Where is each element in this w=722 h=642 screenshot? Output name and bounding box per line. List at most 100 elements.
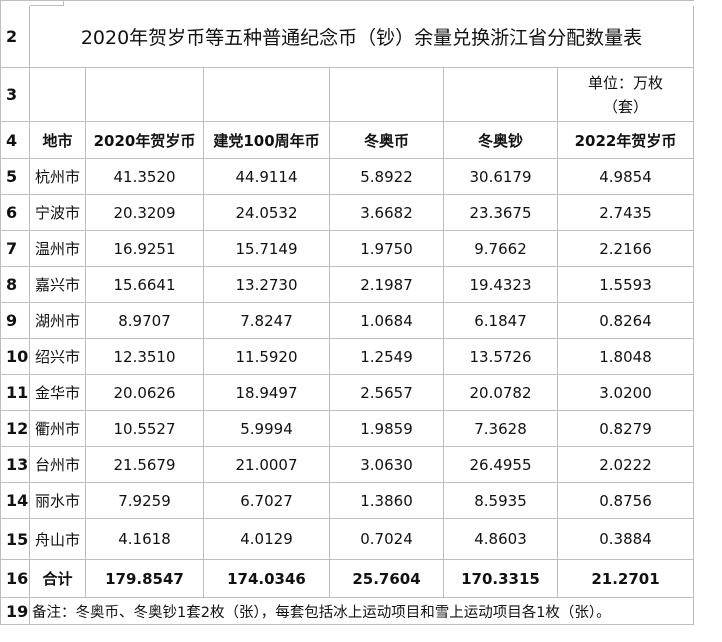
total-label[interactable]: 合计 <box>30 560 86 598</box>
city-cell[interactable]: 台州市 <box>30 447 86 483</box>
value-cell[interactable]: 10.5527 <box>86 411 204 447</box>
value-cell[interactable]: 21.0007 <box>204 447 330 483</box>
row-number[interactable]: 6 <box>0 195 30 231</box>
value-cell[interactable]: 21.5679 <box>86 447 204 483</box>
value-cell[interactable]: 8.9707 <box>86 303 204 339</box>
total-value[interactable]: 21.2701 <box>558 560 694 598</box>
row-number[interactable]: 8 <box>0 267 30 303</box>
value-cell[interactable]: 44.9114 <box>204 159 330 195</box>
value-cell[interactable]: 0.7024 <box>330 519 444 560</box>
total-value[interactable]: 170.3315 <box>444 560 558 598</box>
value-cell[interactable]: 19.4323 <box>444 267 558 303</box>
value-cell[interactable]: 2.0222 <box>558 447 694 483</box>
city-cell[interactable]: 温州市 <box>30 231 86 267</box>
value-cell[interactable]: 1.9859 <box>330 411 444 447</box>
value-cell[interactable]: 2.7435 <box>558 195 694 231</box>
value-cell[interactable]: 0.3884 <box>558 519 694 560</box>
value-cell[interactable]: 20.0626 <box>86 375 204 411</box>
value-cell[interactable]: 11.5920 <box>204 339 330 375</box>
total-value[interactable]: 174.0346 <box>204 560 330 598</box>
header-olympic-coin[interactable]: 冬奥币 <box>330 122 444 159</box>
value-cell[interactable]: 20.3209 <box>86 195 204 231</box>
row-number[interactable]: 2 <box>0 6 30 68</box>
value-cell[interactable]: 1.9750 <box>330 231 444 267</box>
value-cell[interactable]: 41.3520 <box>86 159 204 195</box>
value-cell[interactable]: 12.3510 <box>86 339 204 375</box>
value-cell[interactable]: 18.9497 <box>204 375 330 411</box>
value-cell[interactable]: 5.8922 <box>330 159 444 195</box>
value-cell[interactable]: 0.8264 <box>558 303 694 339</box>
row-number[interactable]: 4 <box>0 122 30 159</box>
value-cell[interactable]: 7.3628 <box>444 411 558 447</box>
city-cell[interactable]: 湖州市 <box>30 303 86 339</box>
city-cell[interactable]: 宁波市 <box>30 195 86 231</box>
total-value[interactable]: 25.7604 <box>330 560 444 598</box>
empty-cell[interactable] <box>86 68 204 122</box>
value-cell[interactable]: 7.8247 <box>204 303 330 339</box>
row-number[interactable]: 11 <box>0 375 30 411</box>
value-cell[interactable]: 1.3860 <box>330 483 444 519</box>
value-cell[interactable]: 1.5593 <box>558 267 694 303</box>
row-number[interactable]: 5 <box>0 159 30 195</box>
value-cell[interactable]: 23.3675 <box>444 195 558 231</box>
header-party-100-coin[interactable]: 建党100周年币 <box>204 122 330 159</box>
row-number[interactable]: 12 <box>0 411 30 447</box>
value-cell[interactable]: 0.8279 <box>558 411 694 447</box>
empty-cell[interactable] <box>204 68 330 122</box>
header-2022-new-year-coin[interactable]: 2022年贺岁币 <box>558 122 694 159</box>
value-cell[interactable]: 2.5657 <box>330 375 444 411</box>
value-cell[interactable]: 6.1847 <box>444 303 558 339</box>
row-number[interactable]: 19 <box>0 598 30 625</box>
city-cell[interactable]: 衢州市 <box>30 411 86 447</box>
table-title[interactable]: 2020年贺岁币等五种普通纪念币（钞）余量兑换浙江省分配数量表 <box>30 6 694 68</box>
city-cell[interactable]: 杭州市 <box>30 159 86 195</box>
row-number[interactable]: 7 <box>0 231 30 267</box>
value-cell[interactable]: 7.9259 <box>86 483 204 519</box>
value-cell[interactable]: 3.0200 <box>558 375 694 411</box>
city-cell[interactable]: 丽水市 <box>30 483 86 519</box>
value-cell[interactable]: 5.9994 <box>204 411 330 447</box>
value-cell[interactable]: 15.7149 <box>204 231 330 267</box>
value-cell[interactable]: 8.5935 <box>444 483 558 519</box>
value-cell[interactable]: 1.2549 <box>330 339 444 375</box>
row-number[interactable]: 3 <box>0 68 30 122</box>
header-2020-new-year-coin[interactable]: 2020年贺岁币 <box>86 122 204 159</box>
value-cell[interactable]: 4.9854 <box>558 159 694 195</box>
value-cell[interactable]: 24.0532 <box>204 195 330 231</box>
empty-cell[interactable] <box>30 68 86 122</box>
total-value[interactable]: 179.8547 <box>86 560 204 598</box>
value-cell[interactable]: 30.6179 <box>444 159 558 195</box>
value-cell[interactable]: 9.7662 <box>444 231 558 267</box>
empty-cell[interactable] <box>330 68 444 122</box>
value-cell[interactable]: 16.9251 <box>86 231 204 267</box>
city-cell[interactable]: 舟山市 <box>30 519 86 560</box>
city-cell[interactable]: 嘉兴市 <box>30 267 86 303</box>
value-cell[interactable]: 0.8756 <box>558 483 694 519</box>
row-number[interactable]: 16 <box>0 560 30 598</box>
header-city[interactable]: 地市 <box>30 122 86 159</box>
value-cell[interactable]: 15.6641 <box>86 267 204 303</box>
value-cell[interactable]: 1.8048 <box>558 339 694 375</box>
value-cell[interactable]: 4.8603 <box>444 519 558 560</box>
city-cell[interactable]: 金华市 <box>30 375 86 411</box>
value-cell[interactable]: 2.2166 <box>558 231 694 267</box>
value-cell[interactable]: 3.6682 <box>330 195 444 231</box>
row-number[interactable]: 9 <box>0 303 30 339</box>
value-cell[interactable]: 26.4955 <box>444 447 558 483</box>
value-cell[interactable]: 1.0684 <box>330 303 444 339</box>
note-text[interactable]: 备注：冬奥币、冬奥钞1套2枚（张），每套包括冰上运动项目和雪上运动项目各1枚（张… <box>30 598 694 625</box>
value-cell[interactable]: 6.7027 <box>204 483 330 519</box>
value-cell[interactable]: 4.0129 <box>204 519 330 560</box>
header-olympic-note[interactable]: 冬奥钞 <box>444 122 558 159</box>
value-cell[interactable]: 13.5726 <box>444 339 558 375</box>
value-cell[interactable]: 13.2730 <box>204 267 330 303</box>
unit-cell[interactable]: 单位：万枚 （套） <box>558 68 694 122</box>
value-cell[interactable]: 2.1987 <box>330 267 444 303</box>
empty-cell[interactable] <box>444 68 558 122</box>
value-cell[interactable]: 3.0630 <box>330 447 444 483</box>
value-cell[interactable]: 20.0782 <box>444 375 558 411</box>
row-number[interactable]: 15 <box>0 519 30 560</box>
city-cell[interactable]: 绍兴市 <box>30 339 86 375</box>
row-number[interactable]: 10 <box>0 339 30 375</box>
value-cell[interactable]: 4.1618 <box>86 519 204 560</box>
